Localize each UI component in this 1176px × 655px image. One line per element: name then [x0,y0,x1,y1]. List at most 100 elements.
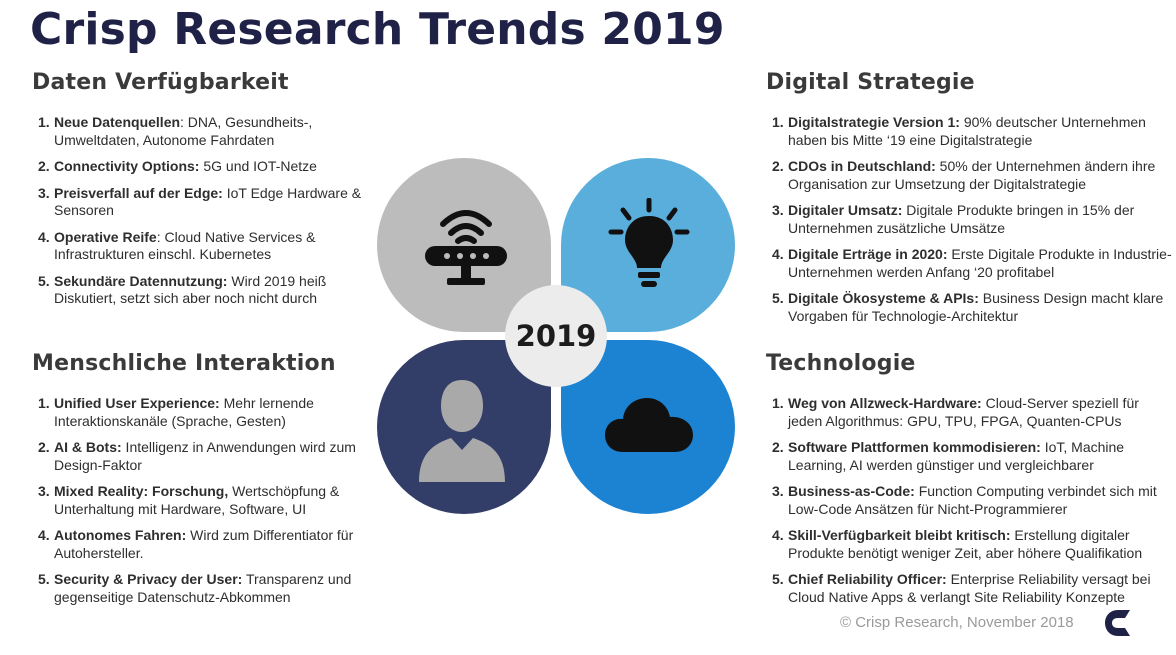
item-description: Wertschöpfung & Unterhaltung mit Hardwar… [54,483,340,517]
list-item: 5. Chief Reliability Officer: Enterprise … [766,571,1176,606]
trend-list: 1. Weg von Allzweck-Hardware: Cloud-Serve… [766,395,1176,606]
person-icon [419,380,505,482]
item-bold-label: Neue Datenquellen [54,114,181,130]
item-text: AI & Bots: Intelligenz in Anwendungen wi… [54,439,372,474]
item-text: Weg von Allzweck-Hardware: Cloud-Server … [788,395,1176,430]
item-bold-label: Preisverfall auf der Edge: [54,184,223,201]
item-description: Wird zum Differentiator für Autoherstell… [54,527,354,561]
item-description: IoT, Machine Learning, AI werden günstig… [788,439,1125,473]
item-description: Wird 2019 heiß Diskutiert, setzt sich ab… [54,272,327,307]
section-menschliche-interaktion: Menschliche Interaktion 1. Unified User E… [32,351,372,615]
list-item: 4. Autonomes Fahren: Wird zum Differentia… [32,527,372,562]
item-bold-label: Software Plattformen kommodisieren: [788,439,1041,455]
section-heading: Menschliche Interaktion [32,351,336,376]
item-bold-label: Weg von Allzweck-Hardware: [788,395,982,411]
item-bold-label: Digitale Ökosysteme & APIs: [788,290,979,306]
item-number: 5. [38,272,50,289]
list-item: 3. Preisverfall auf der Edge: IoT Edge Ha… [32,185,372,220]
item-text: CDOs in Deutschland: 50% der Unternehmen… [788,158,1176,193]
item-text: Unified User Experience: Mehr lernende I… [54,395,372,430]
list-item: 1. Weg von Allzweck-Hardware: Cloud-Serve… [766,395,1176,430]
item-description: IoT Edge Hardware & Sensoren [54,184,362,219]
item-bold-label: Skill-Verfügbarkeit bleibt kritisch: [788,527,1011,543]
section-heading: Daten Verfügbarkeit [32,70,289,95]
item-text: Neue Datenquellen: DNA, Gesundheits-, Um… [54,114,372,149]
item-number: 3. [38,483,50,499]
item-text: Connectivity Options: 5G und IOT-Netze [54,158,317,176]
list-item: 4. Digitale Erträge in 2020: Erste Digita… [766,246,1176,281]
item-description: : DNA, Gesundheits-, Umweltdaten, Autono… [54,114,313,148]
list-item: 2. CDOs in Deutschland: 50% der Unternehm… [766,158,1176,193]
crisp-logo-icon [1105,610,1130,636]
section-technologie: Technologie 1. Weg von Allzweck-Hardware:… [766,351,1176,615]
item-bold-label: CDOs in Deutschland: [788,158,936,174]
item-description: 50% der Unternehmen ändern ihre Organisa… [788,158,1156,192]
item-description: Enterprise Reliability versagt bei Cloud… [788,571,1151,605]
section-heading: Technologie [766,351,916,376]
item-bold-label: Digitaler Umsatz: [788,202,903,218]
item-number: 1. [772,114,784,130]
list-item: 2. Connectivity Options: 5G und IOT-Netze [32,158,372,176]
item-text: Digitalstrategie Version 1: 90% deutsche… [788,114,1176,149]
item-bold-label: Business-as-Code: [788,483,915,499]
item-bold-label: Mixed Reality: Forschung, [54,483,229,499]
item-description: Intelligenz in Anwendungen wird zum Desi… [54,439,356,473]
list-item: 1. Neue Datenquellen: DNA, Gesundheits-, … [32,114,372,149]
item-description: 90% deutscher Unternehmen haben bis Mitt… [788,114,1146,148]
item-text: Digitale Ökosysteme & APIs: Business Des… [788,290,1176,325]
item-number: 3. [38,184,50,201]
item-bold-label: Digitale Erträge in 2020: [788,246,948,262]
cloud-icon [605,398,693,452]
item-number: 4. [772,246,784,262]
item-description: Cloud-Server speziell für jeden Algorith… [788,395,1139,429]
item-description: Erstellung digitaler Produkte benötigt w… [788,527,1143,561]
list-item: 2. Software Plattformen kommodisieren: Io… [766,439,1176,474]
list-item: 4. Skill-Verfügbarkeit bleibt kritisch: E… [766,527,1176,562]
item-number: 5. [772,290,784,306]
item-bold-label: Connectivity Options: [54,158,200,174]
item-text: Mixed Reality: Forschung, Wertschöpfung … [54,483,372,518]
item-number: 1. [38,114,50,130]
item-text: Digitale Erträge in 2020: Erste Digitale… [788,246,1176,281]
trend-list: 1. Unified User Experience: Mehr lernende… [32,395,372,606]
item-text: Chief Reliability Officer: Enterprise Re… [788,571,1176,606]
page-title: Crisp Research Trends 2019 [30,4,725,55]
item-description: Erste Digitale Produkte in Industrie-Unt… [788,246,1172,280]
item-number: 3. [772,202,784,218]
list-item: 1. Unified User Experience: Mehr lernende… [32,395,372,430]
center-year: 2019 [505,285,607,387]
item-text: Operative Reife: Cloud Native Services &… [54,229,372,264]
item-bold-label: Sekundäre Datennutzung: [54,272,228,289]
item-number: 2. [38,158,50,174]
list-item: 3. Mixed Reality: Forschung, Wertschöpfun… [32,483,372,518]
item-bold-label: Digitalstrategie Version 1: [788,114,960,130]
section-heading: Digital Strategie [766,70,975,95]
list-item: 1. Digitalstrategie Version 1: 90% deutsc… [766,114,1176,149]
list-item: 3. Business-as-Code: Function Computing v… [766,483,1176,518]
item-number: 4. [38,228,50,245]
item-description: Business Design macht klare Vorgaben für… [788,290,1164,324]
item-text: Preisverfall auf der Edge: IoT Edge Hard… [54,185,372,220]
item-number: 5. [38,571,50,587]
item-bold-label: Unified User Experience: [54,395,220,411]
item-description: Transparenz und gegenseitige Datenschutz… [54,571,352,605]
item-number: 1. [38,395,50,411]
item-bold-label: Autonomes Fahren: [54,527,187,543]
lightbulb-icon [608,198,690,287]
item-description: Function Computing verbindet sich mit Lo… [788,483,1157,517]
item-text: Software Plattformen kommodisieren: IoT,… [788,439,1176,474]
item-text: Business-as-Code: Function Computing ver… [788,483,1176,518]
item-description: 5G und IOT-Netze [199,158,317,174]
router-icon [425,210,507,285]
item-text: Security & Privacy der User: Transparenz… [54,571,372,606]
item-number: 5. [772,571,784,587]
item-number: 2. [38,439,50,455]
item-number: 3. [772,483,784,499]
list-item: 4. Operative Reife: Cloud Native Services… [32,229,372,264]
section-digital-strategie: Digital Strategie 1. Digitalstrategie Ver… [766,70,1176,334]
item-bold-label: Operative Reife [54,228,157,245]
item-number: 4. [38,527,50,543]
item-number: 2. [772,158,784,174]
list-item: 5. Sekundäre Datennutzung: Wird 2019 heiß… [32,273,372,308]
quadrant-graphic: 2019 [377,158,735,514]
